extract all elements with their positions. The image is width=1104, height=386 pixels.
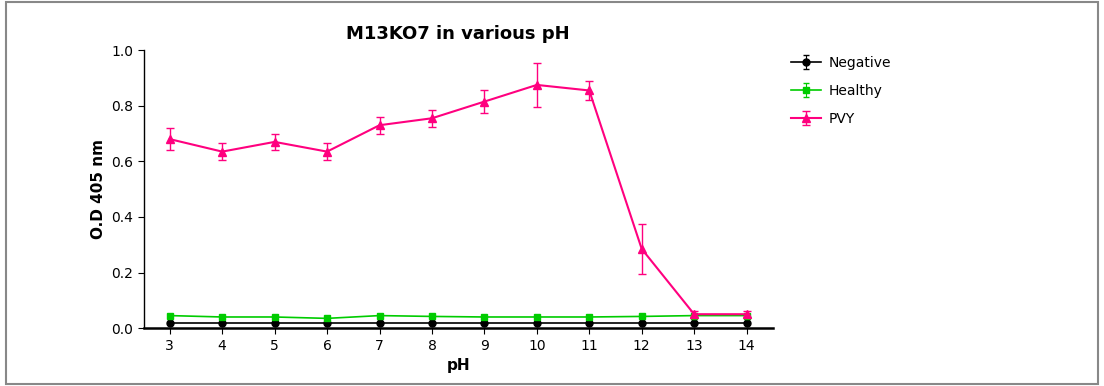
Y-axis label: O.D 405 nm: O.D 405 nm [91, 139, 106, 239]
X-axis label: pH: pH [446, 358, 470, 373]
Title: M13KO7 in various pH: M13KO7 in various pH [347, 25, 570, 43]
Legend: Negative, Healthy, PVY: Negative, Healthy, PVY [785, 50, 896, 131]
